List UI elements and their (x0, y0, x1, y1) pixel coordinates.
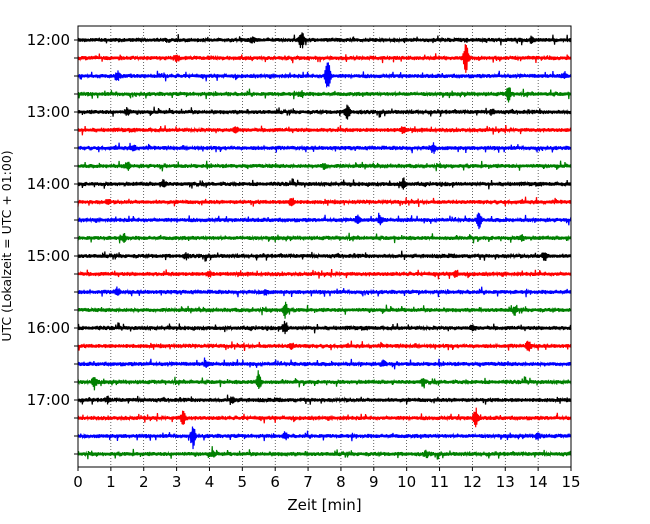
trace-1415 (77, 196, 572, 208)
x-tick-label: 13 (496, 473, 515, 491)
x-tick-label: 15 (561, 473, 580, 491)
x-tick-label: 14 (529, 473, 548, 491)
y-tick-label: 16:00 (27, 319, 70, 337)
trace-1500 (77, 250, 572, 262)
x-tick-label: 5 (238, 473, 248, 491)
y-axis: 12:00 13:00 14:00 15:00 16:00 17:00 (27, 31, 78, 455)
trace-1645 (77, 370, 572, 391)
trace-group (77, 32, 572, 460)
trace-1730 (77, 426, 572, 450)
x-tick-label: 0 (73, 473, 83, 491)
x-tick-label: 3 (172, 473, 182, 491)
y-tick-label: 14:00 (27, 175, 70, 193)
trace-1345 (77, 160, 572, 172)
trace-1230 (77, 62, 572, 88)
trace-1445 (77, 232, 572, 244)
trace-1745 (77, 446, 572, 460)
trace-1200 (77, 32, 572, 49)
trace-1615 (77, 340, 572, 352)
y-tick-label: 12:00 (27, 31, 70, 49)
y-axis-label: UTC (Lokalzeit = UTC + 01:00) (0, 150, 14, 341)
x-tick-label: 9 (369, 473, 379, 491)
x-tick-label: 8 (336, 473, 346, 491)
trace-1215 (77, 44, 572, 73)
x-tick-label: 11 (430, 473, 449, 491)
trace-1315 (77, 124, 572, 136)
x-tick-label: 12 (463, 473, 482, 491)
trace-1715 (77, 407, 572, 428)
x-tick-label: 1 (106, 473, 116, 491)
x-axis-label: Zeit [min] (287, 496, 361, 514)
trace-1515 (77, 268, 572, 280)
trace-1245 (77, 87, 572, 103)
trace-1600 (77, 320, 572, 335)
y-tick-label: 13:00 (27, 103, 70, 121)
x-tick-label: 6 (270, 473, 280, 491)
plot-frame (77, 25, 572, 468)
trace-1700 (77, 394, 572, 406)
trace-1630 (77, 357, 572, 370)
x-tick-label: 10 (397, 473, 416, 491)
x-tick-label: 4 (205, 473, 215, 491)
trace-1300 (77, 104, 572, 120)
y-tick-label: 15:00 (27, 247, 70, 265)
x-tick-label: 7 (303, 473, 313, 491)
x-tick-label: 2 (139, 473, 149, 491)
trace-1330 (77, 142, 572, 154)
trace-1545 (77, 301, 572, 319)
trace-1430 (77, 212, 572, 230)
trace-1530 (77, 286, 572, 298)
x-axis: 0 1 2 3 4 5 6 7 8 9 10 11 12 13 14 15 (73, 467, 581, 491)
y-tick-label: 17:00 (27, 391, 70, 409)
trace-1400 (77, 177, 572, 190)
